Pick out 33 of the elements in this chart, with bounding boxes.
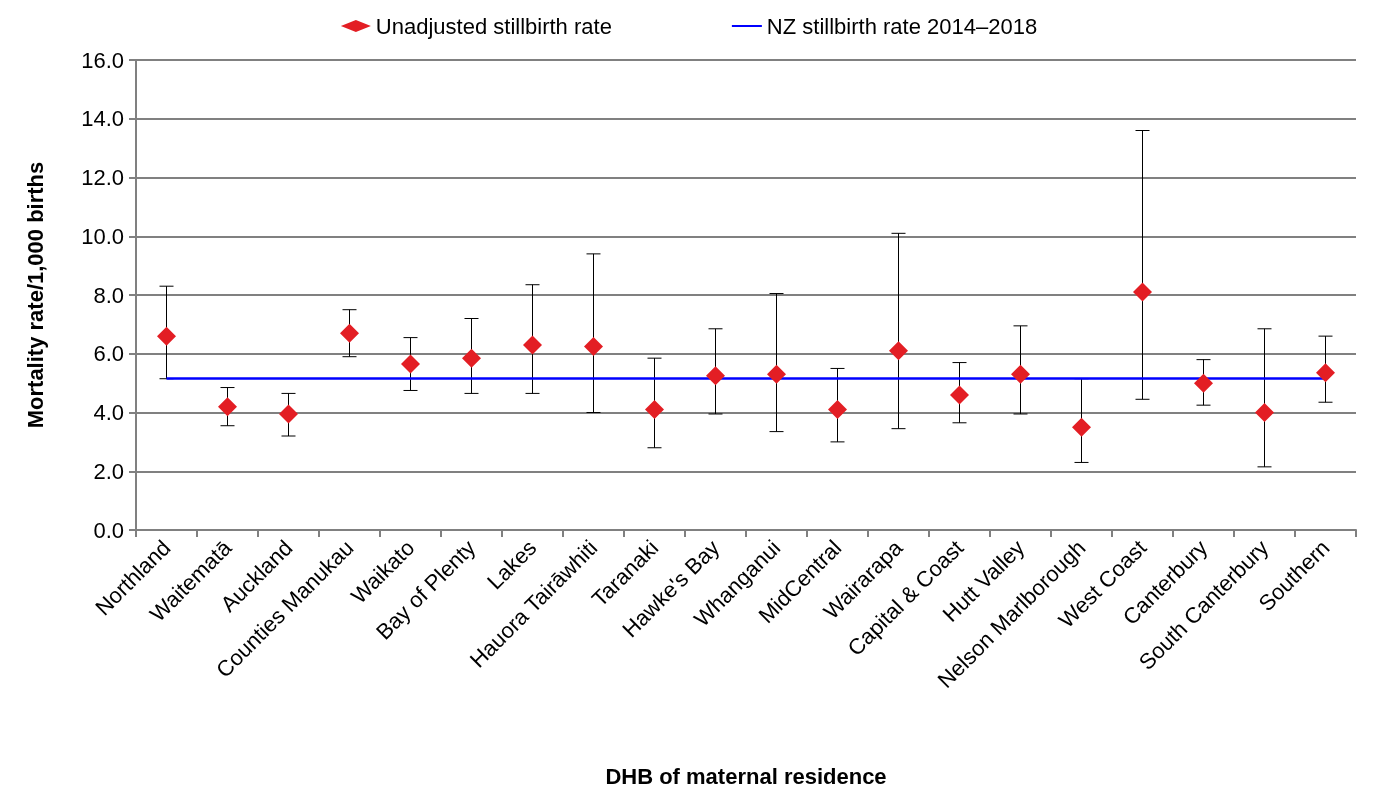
y-tick-label: 14.0 xyxy=(81,106,124,132)
y-tick-label: 16.0 xyxy=(81,47,124,73)
point xyxy=(767,364,786,384)
point xyxy=(645,400,664,420)
y-tick-label: 4.0 xyxy=(93,400,124,425)
legend-label: Unadjusted stillbirth rate xyxy=(375,13,612,39)
point xyxy=(706,366,725,386)
point xyxy=(1072,417,1091,437)
point xyxy=(340,323,359,343)
point xyxy=(401,354,420,374)
point xyxy=(279,404,298,424)
legend-label: NZ stillbirth rate 2014–2018 xyxy=(766,13,1038,39)
y-tick-label: 6.0 xyxy=(93,341,124,367)
y-axis-title: Mortality rate/1,000 births xyxy=(22,161,48,429)
point xyxy=(584,336,603,356)
point xyxy=(828,400,847,420)
y-tick-label: 0.0 xyxy=(93,517,124,543)
y-tick-label: 8.0 xyxy=(93,282,124,308)
point xyxy=(1133,282,1152,302)
point xyxy=(523,335,542,355)
point xyxy=(889,341,908,361)
point xyxy=(1194,373,1213,393)
y-tick-label: 10.0 xyxy=(81,223,124,249)
point xyxy=(157,326,176,346)
x-axis-title: DHB of maternal residence xyxy=(605,763,887,789)
point xyxy=(1011,364,1030,384)
point xyxy=(462,348,481,368)
point xyxy=(1255,403,1274,422)
point xyxy=(950,385,969,405)
point xyxy=(218,397,237,417)
point xyxy=(1316,363,1335,383)
y-tick-label: 2.0 xyxy=(93,458,124,484)
y-tick-label: 12.0 xyxy=(81,165,124,190)
